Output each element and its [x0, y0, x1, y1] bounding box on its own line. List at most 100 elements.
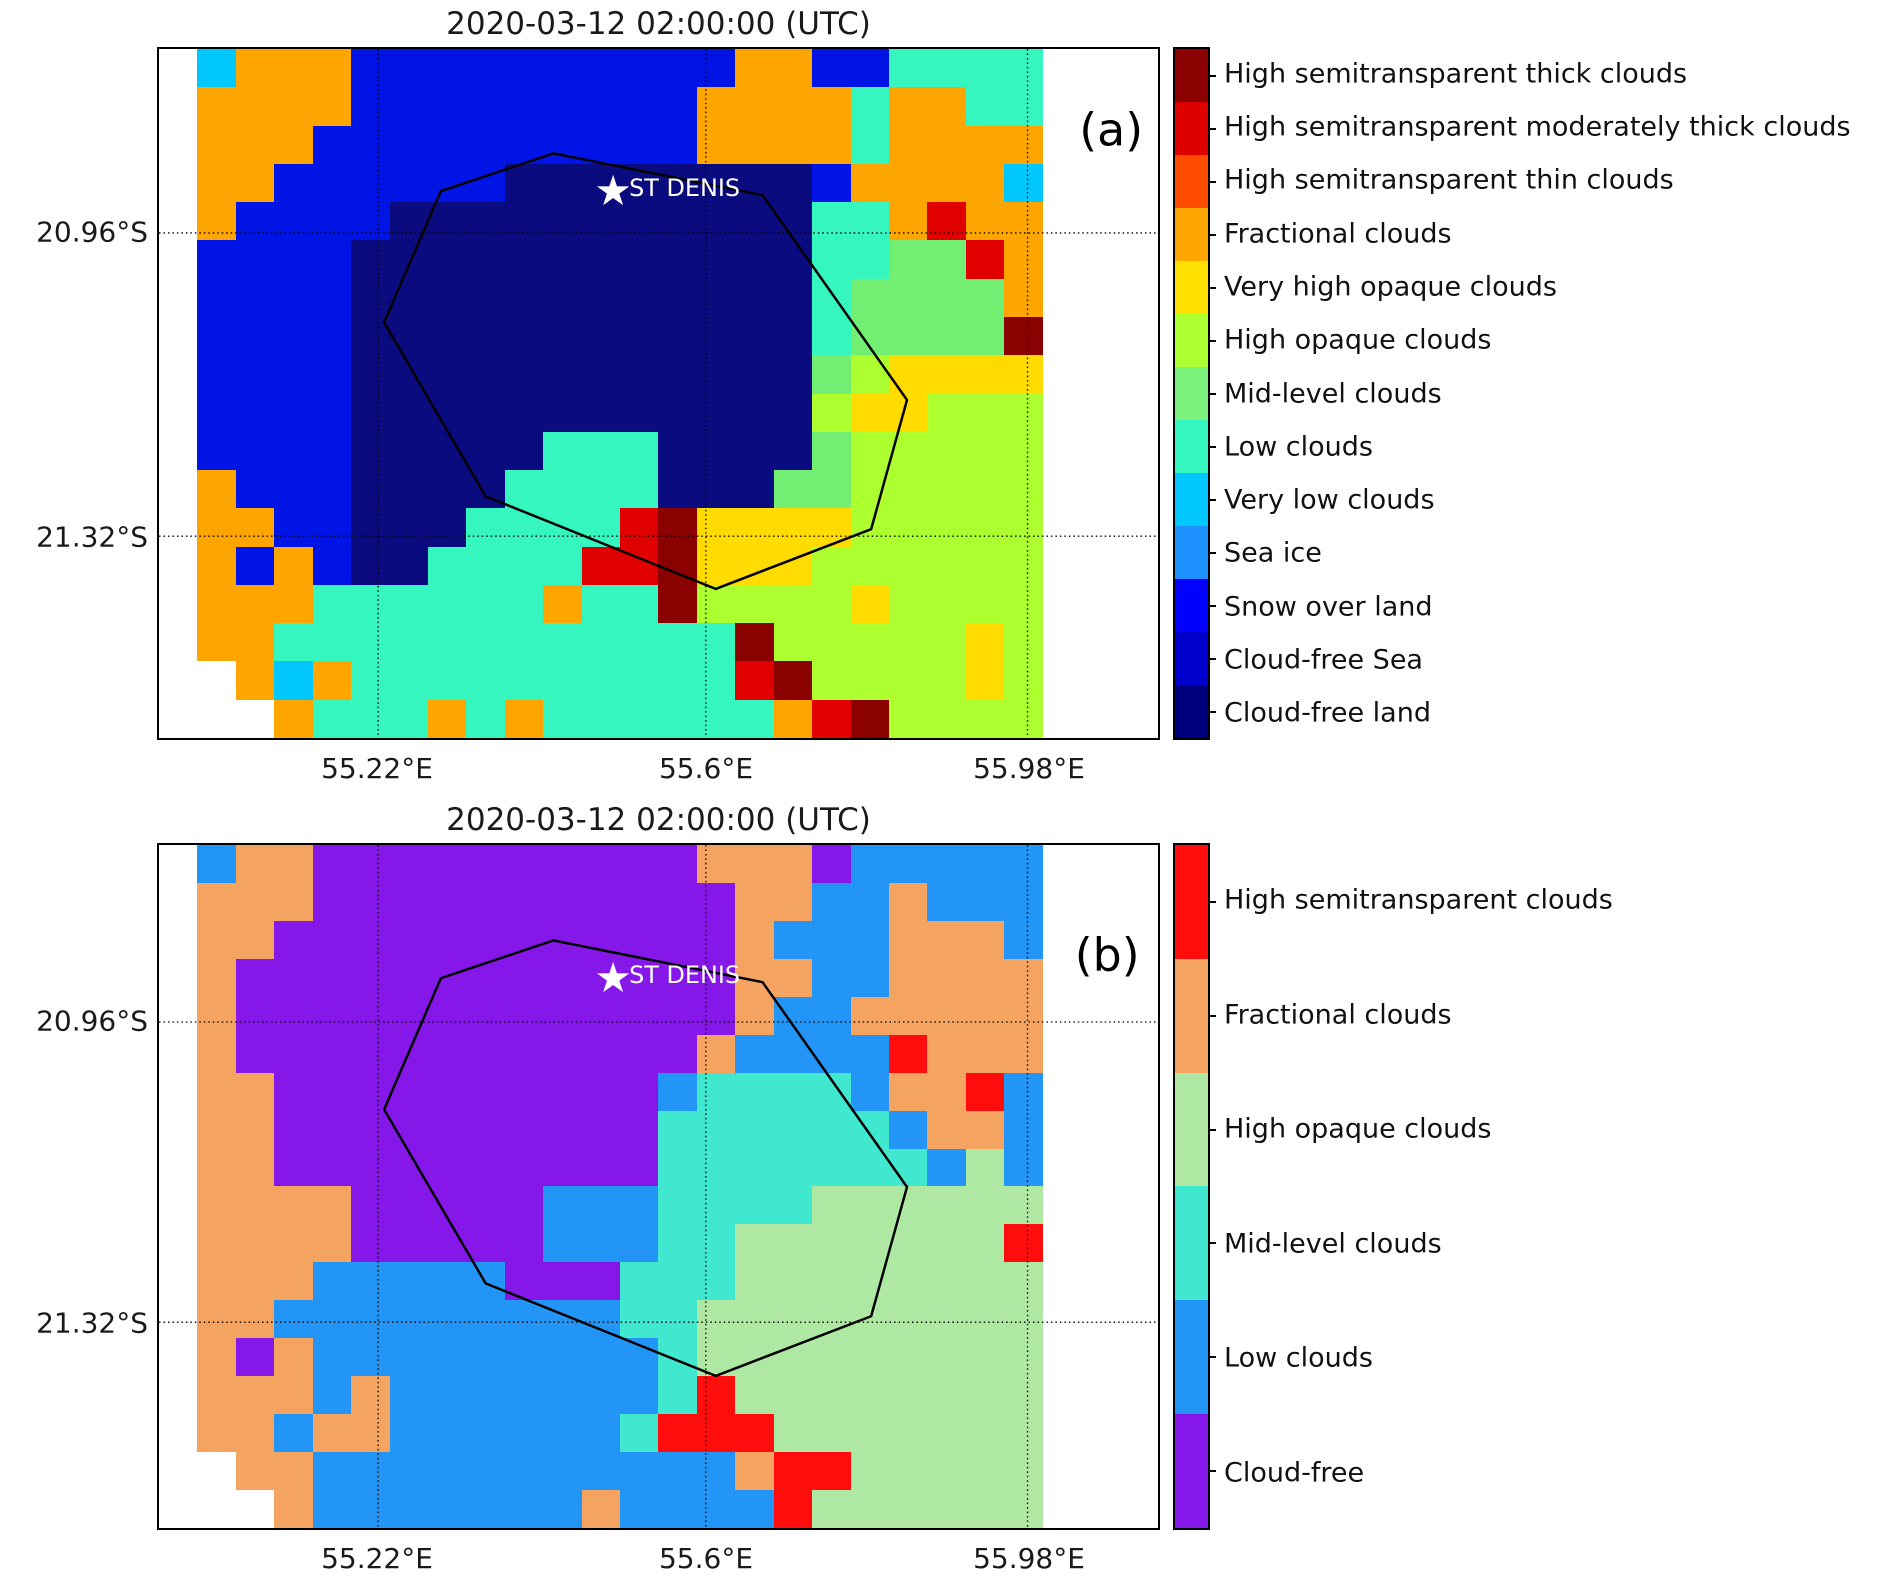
map-cell — [620, 1376, 659, 1415]
map-cell — [1004, 1338, 1043, 1377]
map-cell — [351, 996, 390, 1035]
map-cell — [773, 431, 813, 471]
map-cell — [312, 1148, 352, 1187]
map-cell — [1042, 584, 1082, 624]
map-cell — [889, 1034, 928, 1073]
map-cell — [235, 584, 275, 624]
map-cell — [197, 470, 236, 509]
map-cell — [235, 508, 275, 547]
map-cell — [351, 623, 390, 662]
legend-label: Very low clouds — [1224, 484, 1435, 516]
map-cell — [581, 699, 621, 738]
map-cell — [696, 202, 736, 241]
map-cell — [543, 278, 582, 317]
map-cell — [889, 1110, 928, 1149]
map-cell — [1004, 87, 1043, 126]
map-cell — [312, 240, 352, 279]
map-cell — [235, 1034, 275, 1073]
map-cell — [812, 1452, 851, 1491]
map-cell — [351, 202, 390, 241]
colorbar-tick — [1208, 710, 1216, 713]
map-cell — [735, 1490, 774, 1528]
map-cell — [197, 431, 236, 471]
map-cell — [620, 1148, 659, 1187]
map-cell — [773, 1224, 813, 1263]
map-cell — [658, 1110, 697, 1149]
map-cell — [735, 470, 774, 509]
map-cell — [197, 278, 236, 317]
map-cell — [927, 125, 966, 164]
map-cell — [504, 1490, 544, 1528]
map-cell — [1119, 996, 1158, 1035]
map-cell — [312, 163, 352, 203]
map-cell — [1004, 125, 1043, 164]
map-cell — [965, 49, 1005, 88]
map-cell — [965, 355, 1005, 394]
map-cell — [197, 584, 236, 624]
map-cell — [351, 163, 390, 203]
map-cell — [773, 240, 813, 279]
map-cell — [159, 1148, 198, 1187]
map-cell — [466, 1376, 505, 1415]
map-cell — [889, 1376, 928, 1415]
map-cell — [696, 958, 736, 997]
panel-b-map: ★ ST DENIS (b) — [157, 843, 1160, 1530]
legend-label: Sea ice — [1224, 537, 1322, 569]
map-cell — [312, 699, 352, 738]
map-cell — [773, 958, 813, 997]
map-cell — [159, 1300, 198, 1339]
map-cell — [1042, 882, 1082, 921]
map-cell — [773, 49, 813, 88]
colorbar-segment — [1175, 685, 1216, 738]
map-cell — [889, 508, 928, 547]
map-cell — [696, 1452, 736, 1491]
colorbar-segment — [1175, 261, 1216, 314]
map-cell — [427, 1148, 467, 1187]
map-cell — [658, 393, 697, 432]
colorbar-segment — [1175, 314, 1216, 367]
map-cell — [581, 125, 621, 164]
map-cell — [543, 393, 582, 432]
map-cell — [274, 240, 313, 279]
map-cell — [965, 1072, 1005, 1111]
map-cell — [274, 1034, 313, 1073]
map-cell — [658, 996, 697, 1035]
map-cell — [1042, 1300, 1082, 1339]
map-cell — [812, 1414, 851, 1453]
map-cell — [1004, 1262, 1043, 1301]
map-cell — [1042, 163, 1082, 203]
map-cell — [543, 202, 582, 241]
map-cell — [581, 1262, 621, 1301]
map-cell — [850, 431, 890, 471]
map-cell — [504, 882, 544, 921]
map-cell — [274, 845, 313, 883]
legend-label: High semitransparent thick clouds — [1224, 58, 1688, 90]
map-cell — [889, 623, 928, 662]
map-cell — [1042, 1034, 1082, 1073]
map-cell — [197, 699, 236, 738]
map-cell — [889, 996, 928, 1035]
map-cell — [543, 1186, 582, 1225]
map-cell — [773, 393, 813, 432]
map-cell — [735, 49, 774, 88]
map-cell — [504, 1186, 544, 1225]
map-cell — [581, 1414, 621, 1453]
map-cell — [620, 584, 659, 624]
map-cell — [620, 1262, 659, 1301]
map-cell — [1042, 1262, 1082, 1301]
map-cell — [696, 1034, 736, 1073]
map-cell — [1081, 584, 1120, 624]
map-cell — [1042, 1414, 1082, 1453]
map-cell — [658, 1224, 697, 1263]
map-cell — [1004, 845, 1043, 883]
map-cell — [1119, 1148, 1158, 1187]
map-cell — [850, 87, 890, 126]
map-cell — [312, 393, 352, 432]
map-cell — [1119, 393, 1158, 432]
map-cell — [927, 470, 966, 509]
map-cell — [351, 1034, 390, 1073]
map-cell — [1004, 278, 1043, 317]
map-cell — [735, 163, 774, 203]
map-cell — [274, 1490, 313, 1528]
map-cell — [1042, 1224, 1082, 1263]
